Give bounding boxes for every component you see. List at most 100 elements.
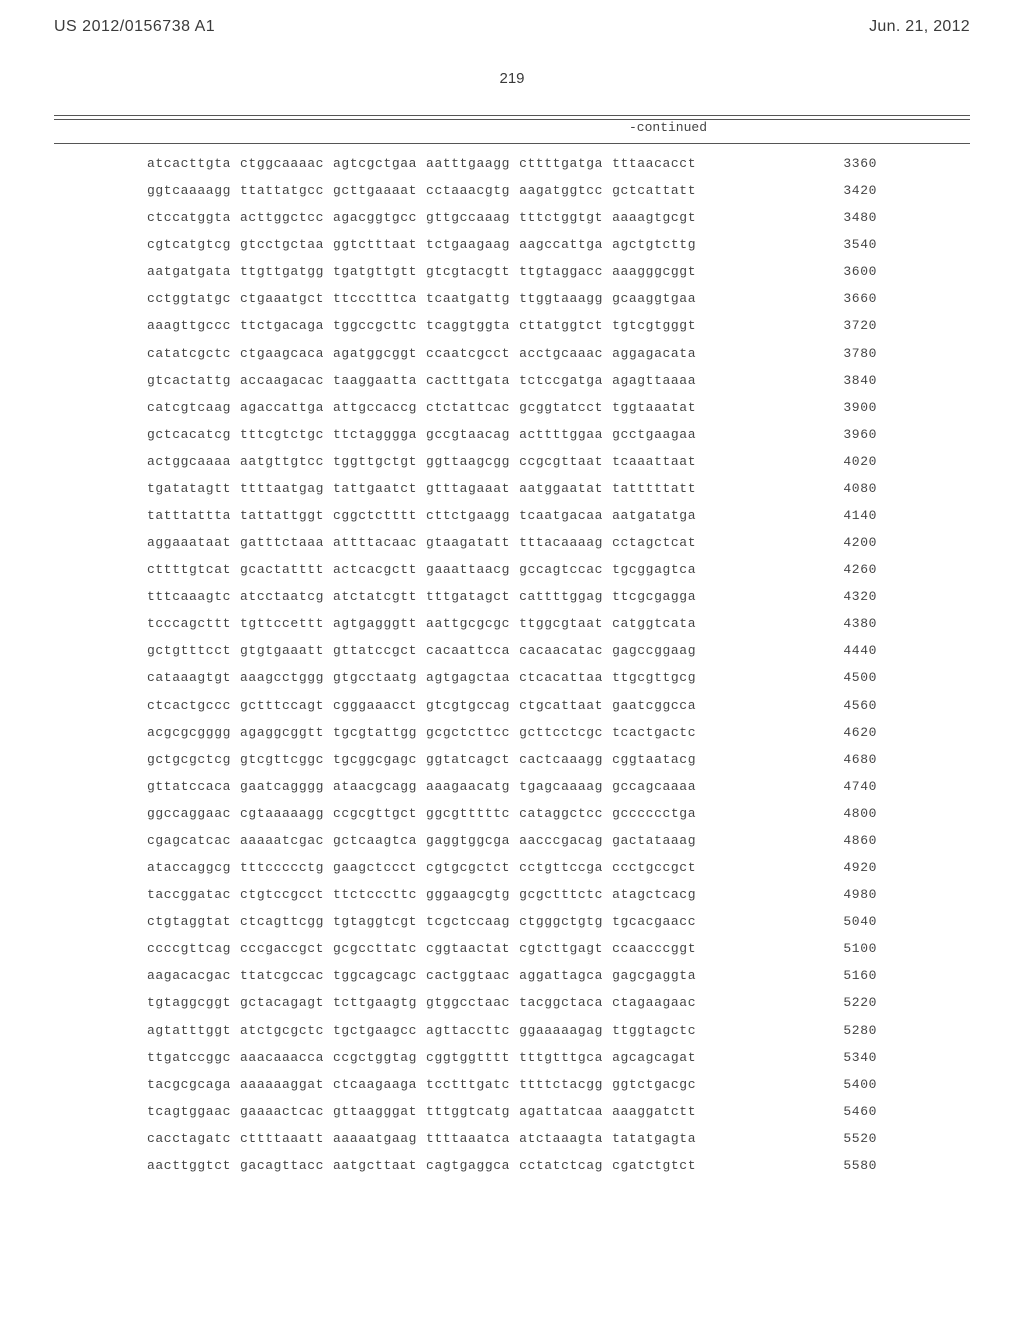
sequence-position: 4620 — [827, 725, 877, 740]
sequence-row: ataccaggcgtttccccctggaagctccctcgtgcgctct… — [147, 860, 877, 875]
sequence-position: 3960 — [827, 427, 877, 442]
sequence-group: ctcaagaaga — [333, 1077, 417, 1092]
sequence-position: 4920 — [827, 860, 877, 875]
sequence-group: tttccccctg — [240, 860, 324, 875]
sequence-group: aaagggcggt — [612, 264, 696, 279]
sequence-position: 4800 — [827, 806, 877, 821]
sequence-group: aagatggtcc — [519, 183, 603, 198]
sequence-group: ctgggctgtg — [519, 914, 603, 929]
sequence-row: atcacttgtactggcaaaacagtcgctgaaaatttgaagg… — [147, 156, 877, 171]
sequence-group: cggtaatacg — [612, 752, 696, 767]
sequence-group: cttttgatga — [519, 156, 603, 171]
sequence-group: tggttgctgt — [333, 454, 417, 469]
sequence-row: tgatatagttttttaatgagtattgaatctgtttagaaat… — [147, 481, 877, 496]
sequence-group: aatgttgtcc — [240, 454, 324, 469]
sequence-position: 5400 — [827, 1077, 877, 1092]
sequence-group: tatttttatt — [612, 481, 696, 496]
sequence-position: 3840 — [827, 373, 877, 388]
sequence-group: agcagcagat — [612, 1050, 696, 1065]
sequence-row: ctcactgcccgctttccagtcgggaaacctgtcgtgccag… — [147, 698, 877, 713]
sequence-group: gttaagggat — [333, 1104, 417, 1119]
sequence-row: ctgtaggtatctcagttcggtgtaggtcgttcgctccaag… — [147, 914, 877, 929]
sequence-groups: aatgatgatattgttgatggtgatgttgttgtcgtacgtt… — [147, 264, 696, 279]
sequence-row: ttgatccggcaaacaaaccaccgctggtagcggtggtttt… — [147, 1050, 877, 1065]
sequence-listing: atcacttgtactggcaaaacagtcgctgaaaatttgaagg… — [147, 156, 877, 1173]
sequence-group: tattgaatct — [333, 481, 417, 496]
sequence-group: cttttaaatt — [240, 1131, 324, 1146]
sequence-group: ctgtaggtat — [147, 914, 231, 929]
sequence-group: agaccattga — [240, 400, 324, 415]
sequence-row: gttatccacagaatcaggggataacgcaggaaagaacatg… — [147, 779, 877, 794]
sequence-group: cagtgaggca — [426, 1158, 510, 1173]
sequence-groups: aaagttgcccttctgacagatggccgcttctcaggtggta… — [147, 318, 696, 333]
sequence-group: aaacaaacca — [240, 1050, 324, 1065]
sequence-group: gaggtggcga — [426, 833, 510, 848]
sequence-group: ttctagggga — [333, 427, 417, 442]
sequence-group: ggccaggaac — [147, 806, 231, 821]
sequence-groups: gttatccacagaatcaggggataacgcaggaaagaacatg… — [147, 779, 696, 794]
sequence-group: aacttggtct — [147, 1158, 231, 1173]
sequence-group: agttaccttc — [426, 1023, 510, 1038]
sequence-group: tatttattta — [147, 508, 231, 523]
sequence-row: tttcaaagtcatcctaatcgatctatcgtttttgatagct… — [147, 589, 877, 604]
sequence-group: tgctgaagcc — [333, 1023, 417, 1038]
sequence-group: atctgcgctc — [240, 1023, 324, 1038]
sequence-group: cactttgata — [426, 373, 510, 388]
sequence-group: catcgtcaag — [147, 400, 231, 415]
sequence-position: 5520 — [827, 1131, 877, 1146]
sequence-group: tcagtggaac — [147, 1104, 231, 1119]
sequence-position: 3420 — [827, 183, 877, 198]
sequence-group: ctcactgccc — [147, 698, 231, 713]
sequence-group: cataggctcc — [519, 806, 603, 821]
sequence-groups: cgagcatcacaaaaatcgacgctcaagtcagaggtggcga… — [147, 833, 696, 848]
sequence-group: cggctctttt — [333, 508, 417, 523]
sequence-group: cctggtatgc — [147, 291, 231, 306]
sequence-group: taccggatac — [147, 887, 231, 902]
sequence-group: gctcattatt — [612, 183, 696, 198]
sequence-group: gtttagaaat — [426, 481, 510, 496]
sequence-group: actcacgctt — [333, 562, 417, 577]
sequence-group: gaagctccct — [333, 860, 417, 875]
sequence-groups: tgatatagttttttaatgagtattgaatctgtttagaaat… — [147, 481, 696, 496]
sequence-groups: gctgtttcctgtgtgaaattgttatccgctcacaattcca… — [147, 643, 696, 658]
sequence-groups: ataccaggcgtttccccctggaagctccctcgtgcgctct… — [147, 860, 696, 875]
sequence-group: tcaggtggta — [426, 318, 510, 333]
sequence-groups: ctccatggtaacttggctccagacggtgccgttgccaaag… — [147, 210, 696, 225]
sequence-group: gtgtgaaatt — [240, 643, 324, 658]
sequence-position: 4380 — [827, 616, 877, 631]
sequence-group: tttgtttgca — [519, 1050, 603, 1065]
sequence-groups: catatcgctcctgaagcacaagatggcggtccaatcgcct… — [147, 346, 696, 361]
sequence-row: gtcactattgaccaagacactaaggaattacactttgata… — [147, 373, 877, 388]
sequence-row: ccccgttcagcccgaccgctgcgccttatccggtaactat… — [147, 941, 877, 956]
sequence-group: ccgctggtag — [333, 1050, 417, 1065]
page-number: 219 — [0, 70, 1024, 87]
sequence-position: 3660 — [827, 291, 877, 306]
sequence-group: cgtcatgtcg — [147, 237, 231, 252]
sequence-row: aaagttgcccttctgacagatggccgcttctcaggtggta… — [147, 318, 877, 333]
sequence-group: tattattggt — [240, 508, 324, 523]
sequence-groups: catcgtcaagagaccattgaattgccaccgctctattcac… — [147, 400, 696, 415]
sequence-group: gtcgtgccag — [426, 698, 510, 713]
sequence-groups: cttttgtcatgcactattttactcacgcttgaaattaacg… — [147, 562, 696, 577]
sequence-groups: ctgtaggtatctcagttcggtgtaggtcgttcgctccaag… — [147, 914, 696, 929]
sequence-position: 4680 — [827, 752, 877, 767]
sequence-group: aggattagca — [519, 968, 603, 983]
sequence-row: cgagcatcacaaaaatcgacgctcaagtcagaggtggcga… — [147, 833, 877, 848]
sequence-group: aatgcttaat — [333, 1158, 417, 1173]
sequence-group: cctagctcat — [612, 535, 696, 550]
sequence-row: ggccaggaaccgtaaaaaggccgcgttgctggcgtttttc… — [147, 806, 877, 821]
sequence-group: ttgttgatgg — [240, 264, 324, 279]
rule-top-1 — [54, 115, 970, 116]
sequence-group: gcctgaagaa — [612, 427, 696, 442]
sequence-group: tttctggtgt — [519, 210, 603, 225]
sequence-group: agtgagggtt — [333, 616, 417, 631]
sequence-group: tcactgactc — [612, 725, 696, 740]
sequence-group: tcaatgacaa — [519, 508, 603, 523]
sequence-group: acttttggaa — [519, 427, 603, 442]
sequence-group: tgatgttgtt — [333, 264, 417, 279]
sequence-row: aagacacgacttatcgccactggcagcagccactggtaac… — [147, 968, 877, 983]
sequence-group: attgccaccg — [333, 400, 417, 415]
sequence-group: gacagttacc — [240, 1158, 324, 1173]
sequence-group: tttaacacct — [612, 156, 696, 171]
sequence-group: gaatcagggg — [240, 779, 324, 794]
